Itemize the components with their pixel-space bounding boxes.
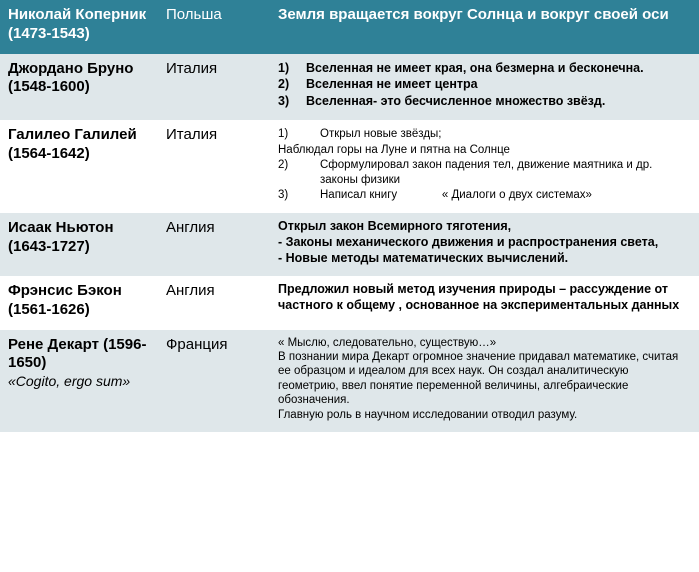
achievement-item: 2)Вселенная не имеет центра xyxy=(278,77,691,93)
scientist-achievements: Открыл закон Всемирного тяготения,- Зако… xyxy=(270,213,699,276)
scientist-country: Италия xyxy=(158,120,270,213)
scientist-name: Джордано Бруно (1548-1600) xyxy=(0,54,158,121)
scientist-name: Исаак Ньютон (1643-1727) xyxy=(0,213,158,276)
scientist-name-text: Джордано Бруно (1548-1600) xyxy=(8,60,133,96)
achievement-item: - Законы механического движения и распро… xyxy=(278,235,691,251)
table-row: Джордано Бруно (1548-1600)Италия1)Вселен… xyxy=(0,54,699,121)
scientist-name: Рене Декарт (1596-1650)«Cogito, ergo sum… xyxy=(0,330,158,432)
scientist-name-text: Исаак Ньютон (1643-1727) xyxy=(8,219,114,255)
achievement-number: 1) xyxy=(278,127,306,141)
achievement-text: Вселенная- это бесчисленное множество зв… xyxy=(306,94,691,110)
scientist-country: Англия xyxy=(158,276,270,330)
achievement-number: 2) xyxy=(278,158,306,187)
table-row: Галилео Галилей (1564-1642)Италия1)Откры… xyxy=(0,120,699,213)
scientist-achievements: Земля вращается вокруг Солнца и вокруг с… xyxy=(270,0,699,54)
table-row: Николай Коперник (1473-1543) Польша Земля … xyxy=(0,0,699,54)
scientist-achievements: 1)Открыл новые звёзды; Наблюдал горы на Л… xyxy=(270,120,699,213)
achievement-item: В познании мира Декарт огромное значение… xyxy=(278,350,691,408)
achievement-text: Вселенная не имеет центра xyxy=(306,77,691,93)
scientist-name-text: Галилео Галилей (1564-1642) xyxy=(8,126,137,162)
achievement-text: Сформулировал закон падения тел, движени… xyxy=(306,158,691,187)
table-row: Исаак Ньютон (1643-1727)АнглияОткрыл зак… xyxy=(0,213,699,276)
scientist-name: Фрэнсис Бэкон (1561-1626) xyxy=(0,276,158,330)
achievement-number: 1) xyxy=(278,61,306,77)
scientist-achievements: Предложил новый метод изучения природы –… xyxy=(270,276,699,330)
scientist-name: Галилео Галилей (1564-1642) xyxy=(0,120,158,213)
scientist-name: Николай Коперник (1473-1543) xyxy=(0,0,158,54)
achievement-item: 3)Вселенная- это бесчисленное множество … xyxy=(278,94,691,110)
scientist-country: Италия xyxy=(158,54,270,121)
scientist-country: Англия xyxy=(158,213,270,276)
achievement-item: 1)Открыл новые звёзды; xyxy=(278,127,691,141)
achievement-item: 2)Сформулировал закон падения тел, движе… xyxy=(278,158,691,187)
table-row: Рене Декарт (1596-1650)«Cogito, ergo sum… xyxy=(0,330,699,432)
achievement-item: Предложил новый метод изучения природы –… xyxy=(278,282,691,313)
achievement-text: Написал книгу « Диалоги о двух системах» xyxy=(306,188,691,202)
scientist-achievements: 1)Вселенная не имеет края, она безмерна … xyxy=(270,54,699,121)
achievement-item: Земля вращается вокруг Солнца и вокруг с… xyxy=(278,6,691,25)
achievement-item: Наблюдал горы на Луне и пятна на Солнце xyxy=(278,143,691,157)
achievement-number: 2) xyxy=(278,77,306,93)
achievement-text: Вселенная не имеет края, она безмерна и … xyxy=(306,61,691,77)
achievement-item: 3)Написал книгу « Диалоги о двух система… xyxy=(278,188,691,202)
scientist-achievements: « Мыслю, следовательно, существую…»В поз… xyxy=(270,330,699,432)
scientist-subtitle: «Cogito, ergo sum» xyxy=(8,373,130,389)
achievement-item: « Мыслю, следовательно, существую…» xyxy=(278,336,691,350)
achievement-item: Главную роль в научном исследовании отво… xyxy=(278,408,691,422)
table-row: Фрэнсис Бэкон (1561-1626) Англия Предложил… xyxy=(0,276,699,330)
scientist-country: Франция xyxy=(158,330,270,432)
scientists-table: Николай Коперник (1473-1543) Польша Земля … xyxy=(0,0,699,432)
scientist-name-text: Рене Декарт (1596-1650) xyxy=(8,336,146,372)
achievement-item: - Новые методы математических вычислений… xyxy=(278,251,691,267)
achievement-item: 1)Вселенная не имеет края, она безмерна … xyxy=(278,61,691,77)
scientist-name-text: Фрэнсис Бэкон (1561-1626) xyxy=(8,282,122,318)
achievement-number: 3) xyxy=(278,94,306,110)
achievement-number: 3) xyxy=(278,188,306,202)
achievement-item: Открыл закон Всемирного тяготения, xyxy=(278,219,691,235)
achievement-text: Открыл новые звёзды; xyxy=(306,127,691,141)
scientist-country: Польша xyxy=(158,0,270,54)
scientist-name-text: Николай Коперник (1473-1543) xyxy=(8,6,146,42)
